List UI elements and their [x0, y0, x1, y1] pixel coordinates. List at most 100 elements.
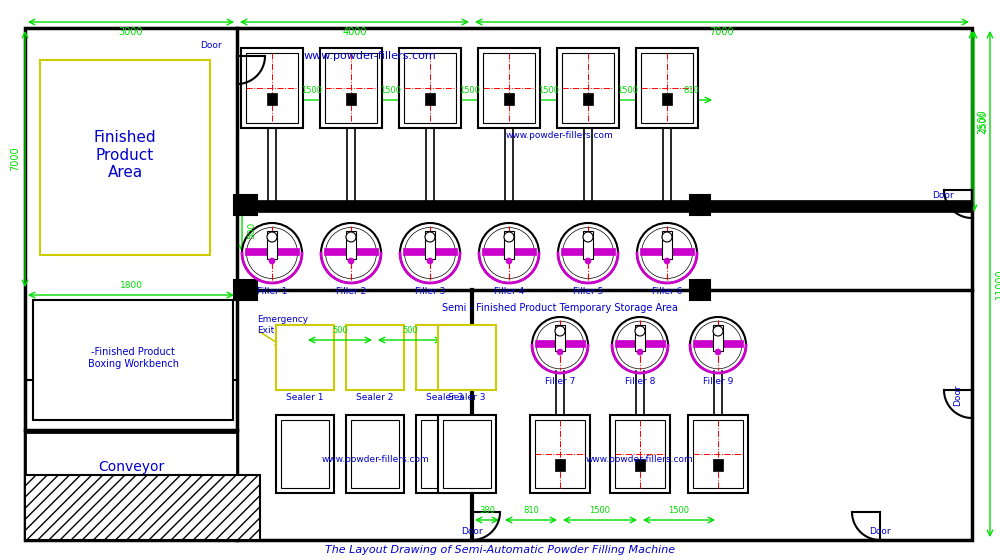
Bar: [662, 231, 672, 259]
Circle shape: [427, 258, 433, 264]
Text: Filler 6: Filler 6: [652, 287, 682, 296]
Bar: [535, 420, 585, 488]
Bar: [40, 60, 210, 255]
Bar: [325, 53, 377, 123]
Text: 1800: 1800: [120, 281, 143, 290]
Text: Door: Door: [200, 41, 222, 50]
Bar: [267, 93, 277, 105]
Circle shape: [637, 223, 697, 283]
Bar: [234, 280, 257, 300]
Bar: [504, 93, 514, 105]
Bar: [403, 248, 457, 255]
Bar: [416, 415, 474, 493]
Circle shape: [348, 258, 354, 264]
Text: Filler 5: Filler 5: [573, 287, 603, 296]
Text: Sealer 2: Sealer 2: [356, 394, 394, 403]
Bar: [25, 432, 237, 497]
Circle shape: [715, 349, 721, 355]
Bar: [246, 53, 298, 123]
Bar: [690, 195, 710, 215]
Text: Semi - Finished Product Temporary Storage Area: Semi - Finished Product Temporary Storag…: [442, 303, 678, 313]
Bar: [662, 93, 672, 105]
Text: 500: 500: [332, 326, 348, 335]
Circle shape: [326, 227, 376, 278]
Circle shape: [557, 349, 563, 355]
Bar: [641, 53, 693, 123]
Text: Sealer 3: Sealer 3: [426, 394, 464, 403]
Bar: [399, 48, 461, 128]
Bar: [281, 420, 329, 488]
Circle shape: [583, 232, 593, 242]
Text: Sealer 3: Sealer 3: [448, 394, 486, 403]
Bar: [535, 340, 585, 347]
Text: Conveyor: Conveyor: [98, 460, 164, 474]
Text: 500: 500: [247, 221, 256, 239]
Text: Filler 7: Filler 7: [545, 376, 575, 385]
Bar: [237, 200, 972, 212]
Circle shape: [555, 326, 565, 336]
Text: Filler 8: Filler 8: [625, 376, 655, 385]
Bar: [421, 420, 469, 488]
Bar: [245, 248, 299, 255]
Circle shape: [484, 227, 534, 278]
Circle shape: [616, 321, 664, 369]
Bar: [557, 48, 619, 128]
Circle shape: [504, 232, 514, 242]
Bar: [241, 48, 303, 128]
Circle shape: [506, 258, 512, 264]
Bar: [561, 248, 615, 255]
Bar: [693, 340, 743, 347]
Text: Filler 2: Filler 2: [336, 287, 366, 296]
Text: Door: Door: [869, 528, 891, 536]
Circle shape: [536, 321, 584, 369]
Circle shape: [425, 232, 435, 242]
Text: 810: 810: [683, 86, 699, 95]
Text: Door: Door: [932, 190, 954, 199]
Circle shape: [267, 232, 277, 242]
Bar: [610, 415, 670, 493]
Text: 380: 380: [479, 506, 495, 515]
Bar: [555, 459, 565, 471]
Circle shape: [637, 349, 643, 355]
Bar: [346, 325, 404, 390]
Bar: [635, 325, 645, 351]
Circle shape: [635, 326, 645, 336]
Bar: [713, 459, 723, 471]
Circle shape: [269, 258, 275, 264]
Bar: [276, 415, 334, 493]
Text: 500: 500: [402, 326, 418, 335]
Circle shape: [532, 317, 588, 373]
Bar: [346, 231, 356, 259]
Text: 7000: 7000: [710, 27, 734, 37]
Bar: [555, 325, 565, 351]
Bar: [640, 248, 694, 255]
Bar: [25, 475, 260, 540]
Bar: [583, 231, 593, 259]
Circle shape: [242, 223, 302, 283]
Bar: [346, 415, 404, 493]
Bar: [583, 93, 593, 105]
Bar: [267, 231, 277, 259]
Text: Emergency
Exit: Emergency Exit: [257, 315, 308, 335]
Circle shape: [479, 223, 539, 283]
Bar: [482, 248, 536, 255]
Circle shape: [246, 227, 298, 278]
Bar: [530, 415, 590, 493]
Text: 7000: 7000: [10, 147, 20, 171]
Text: 1500: 1500: [380, 86, 401, 95]
Bar: [320, 48, 382, 128]
Text: 1500: 1500: [668, 506, 690, 515]
Bar: [562, 53, 614, 123]
Text: 4000: 4000: [342, 27, 367, 37]
Text: 810: 810: [523, 506, 539, 515]
Text: 2500: 2500: [977, 109, 987, 134]
Text: 1500: 1500: [459, 86, 480, 95]
Bar: [688, 415, 748, 493]
Bar: [690, 280, 710, 300]
Bar: [478, 48, 540, 128]
Text: The Layout Drawing of Semi-Automatic Powder Filling Machine: The Layout Drawing of Semi-Automatic Pow…: [325, 545, 675, 555]
Bar: [635, 459, 645, 471]
Bar: [443, 420, 491, 488]
Text: Door: Door: [461, 528, 483, 536]
Circle shape: [321, 223, 381, 283]
